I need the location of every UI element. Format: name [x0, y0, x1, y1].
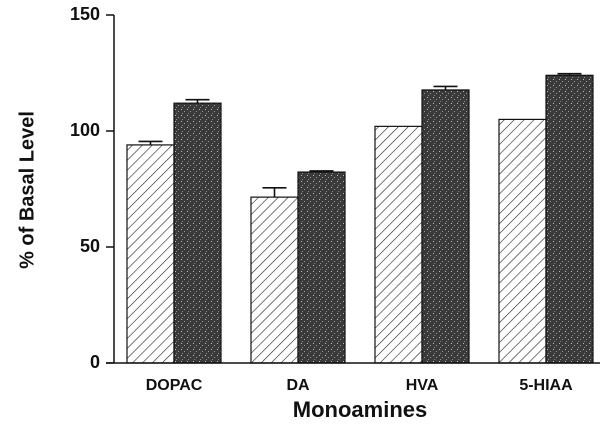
- bar: [421, 89, 470, 364]
- x-axis-title: Monoamines: [293, 397, 427, 422]
- error-bar: [262, 187, 287, 198]
- bar: [173, 102, 222, 364]
- y-tick-label: 0: [90, 352, 100, 372]
- x-tick-label: HVA: [406, 377, 439, 394]
- error-bar: [185, 98, 210, 104]
- bar: [374, 125, 423, 364]
- error-bar: [433, 85, 458, 90]
- error-bar: [557, 72, 582, 76]
- y-tick-label: 100: [70, 120, 100, 140]
- bar: [498, 118, 547, 364]
- x-tick-label: DOPAC: [146, 377, 203, 394]
- bar: [545, 74, 594, 364]
- error-bar: [309, 170, 334, 173]
- error-bar: [138, 140, 163, 145]
- y-tick-label: 150: [70, 4, 100, 24]
- y-axis-title: % of Basal Level: [16, 111, 38, 269]
- bar: [250, 196, 299, 364]
- bar: [126, 144, 175, 364]
- bar: [297, 171, 346, 364]
- x-tick-label: 5-HIAA: [519, 377, 573, 394]
- y-tick-label: 50: [80, 236, 100, 256]
- x-tick-label: DA: [286, 377, 310, 394]
